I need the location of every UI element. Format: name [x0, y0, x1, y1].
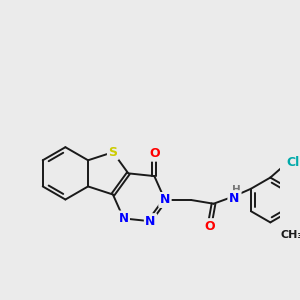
Text: H: H — [232, 185, 240, 195]
Text: N: N — [118, 212, 129, 225]
Text: Cl: Cl — [286, 156, 299, 169]
Text: S: S — [108, 146, 117, 159]
Text: N: N — [145, 215, 156, 228]
Text: O: O — [205, 220, 215, 232]
Text: N: N — [229, 192, 239, 205]
Text: O: O — [149, 147, 160, 160]
Text: N: N — [160, 194, 170, 206]
Text: CH₃: CH₃ — [280, 230, 300, 241]
